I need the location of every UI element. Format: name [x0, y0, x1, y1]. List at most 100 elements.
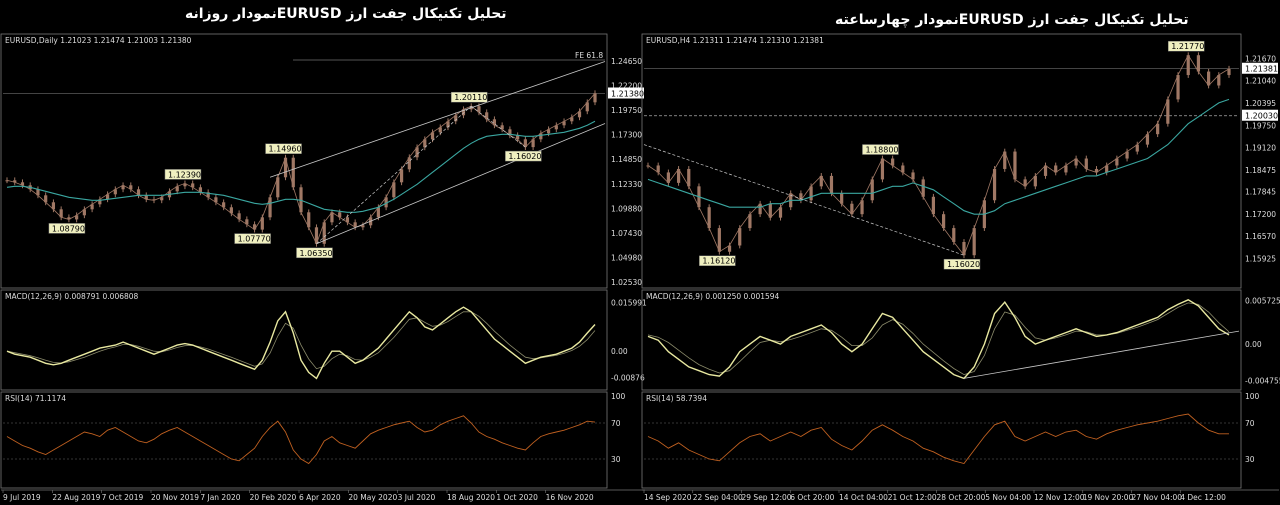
- rsi-line: [6, 415, 596, 465]
- price-candle: [1043, 165, 1048, 176]
- price-candle: [175, 186, 179, 192]
- price-candle: [1054, 165, 1058, 173]
- price-candle: [992, 168, 997, 201]
- price-tick-label: 1.22200: [611, 81, 642, 90]
- level-price-label: 1.20030: [1245, 112, 1278, 121]
- daily-chart-heading: تحلیل تکنیکال جفت ارز EURUSDنمودار روزان…: [185, 6, 507, 22]
- price-candle: [198, 187, 203, 193]
- price-candle: [1156, 123, 1160, 135]
- swing-label: 1.16020: [947, 260, 980, 269]
- swing-label: 1.14960: [269, 145, 302, 154]
- price-candle: [901, 165, 905, 173]
- price-candle: [105, 194, 110, 200]
- macd-tick-label: -0.00876: [611, 374, 645, 383]
- price-tick-label: 1.19120: [1245, 143, 1276, 152]
- price-candle: [214, 197, 218, 203]
- price-candle: [276, 177, 280, 198]
- time-tick-label: 20 Nov 2019: [151, 493, 199, 502]
- price-tick-label: 1.16570: [1245, 232, 1276, 241]
- price-candle: [1084, 158, 1088, 169]
- price-candle: [415, 147, 419, 158]
- price-pane-frame: [0, 33, 608, 289]
- price-candle: [376, 207, 380, 218]
- price-candle: [160, 197, 164, 201]
- price-candle: [500, 125, 504, 130]
- macd-trendline: [963, 330, 1240, 379]
- price-candle: [738, 228, 742, 246]
- price-line: [647, 54, 1230, 257]
- price-candle: [1196, 55, 1201, 72]
- price-candle: [144, 195, 148, 200]
- down-dashed-trendline: [643, 144, 965, 256]
- h4-chart-panel[interactable]: 1.16120 1.18800 1.16020 1.21770 1.21670 1.210…: [641, 33, 1280, 502]
- price-candle: [707, 207, 711, 229]
- price-candle: [121, 185, 125, 190]
- price-candle: [508, 129, 512, 136]
- price-candle: [546, 129, 551, 134]
- price-candle: [1074, 158, 1078, 166]
- price-tick-label: 1.18475: [1245, 166, 1276, 175]
- price-candle: [1094, 168, 1099, 173]
- price-candle: [423, 139, 427, 148]
- rsi-tick-label: 30: [611, 455, 621, 464]
- price-tick-label: 1.19750: [1245, 121, 1276, 130]
- time-tick-label: 14 Sep 2020: [644, 493, 692, 502]
- price-candle: [1176, 75, 1180, 100]
- macd-signal-line: [6, 311, 596, 370]
- price-candle: [1166, 99, 1170, 124]
- price-candle: [430, 132, 435, 140]
- time-tick-label: 12 Nov 12:00: [1034, 493, 1085, 502]
- price-tick-label: 1.21670: [1245, 55, 1276, 64]
- price-candle: [5, 180, 9, 182]
- price-candle: [870, 179, 874, 201]
- price-candle: [222, 202, 226, 208]
- price-candle: [13, 180, 17, 183]
- price-candle: [353, 222, 357, 228]
- price-candle: [687, 168, 691, 187]
- time-tick-label: 1 Oct 2020: [496, 493, 538, 502]
- time-tick-label: 22 Sep 04:00: [693, 493, 743, 502]
- time-tick-label: 22 Aug 2019: [52, 493, 100, 502]
- channel-lower-trendline: [316, 123, 606, 245]
- price-candle: [206, 192, 210, 198]
- price-candle: [407, 157, 411, 170]
- price-candle: [809, 186, 813, 201]
- time-tick-label: 7 Oct 2019: [102, 493, 144, 502]
- macd-info-label: MACD(12,26,9) 0.001250 0.001594: [646, 292, 780, 301]
- price-candle: [20, 182, 25, 186]
- price-candle: [516, 135, 520, 140]
- symbol-info-label: EURUSD,Daily 1.21023 1.21474 1.21003 1.2…: [5, 36, 192, 45]
- price-candle: [1023, 179, 1027, 187]
- price-candle: [361, 225, 365, 228]
- price-candle: [454, 115, 458, 122]
- price-candle: [972, 228, 976, 256]
- price-candle: [1186, 55, 1190, 76]
- daily-chart-panel[interactable]: FE 61.8 1.08790 1.12390 1.07770 1.14960 1.063…: [0, 33, 647, 502]
- price-pane-frame: [641, 33, 1242, 289]
- macd-info-label: MACD(12,26,9) 0.008791 0.006808: [5, 292, 139, 301]
- swing-label: 1.07770: [238, 235, 271, 244]
- time-tick-label: 4 Dec 12:00: [1180, 493, 1226, 502]
- price-candle: [570, 117, 574, 122]
- price-candle: [1115, 158, 1119, 166]
- time-tick-label: 3 Jul 2020: [398, 493, 436, 502]
- price-candle: [268, 197, 272, 218]
- macd-tick-label: -0.004755: [1245, 376, 1280, 385]
- price-candle: [183, 183, 187, 187]
- price-candle: [129, 185, 133, 190]
- price-tick-label: 1.24650: [611, 57, 642, 66]
- price-candle: [840, 193, 844, 204]
- price-candle: [291, 157, 295, 188]
- swing-label: 1.08790: [52, 224, 85, 233]
- price-candle: [1207, 71, 1211, 86]
- price-candle: [562, 121, 566, 126]
- price-candle: [438, 127, 442, 133]
- price-candle: [880, 158, 885, 180]
- swing-label-box: [943, 258, 981, 270]
- price-tick-label: 1.09880: [611, 205, 642, 214]
- price-candle: [523, 139, 527, 148]
- price-candle: [593, 93, 597, 103]
- swing-label-box: [265, 143, 302, 154]
- rsi-pane-frame: [0, 391, 608, 489]
- macd-main-line: [647, 299, 1230, 380]
